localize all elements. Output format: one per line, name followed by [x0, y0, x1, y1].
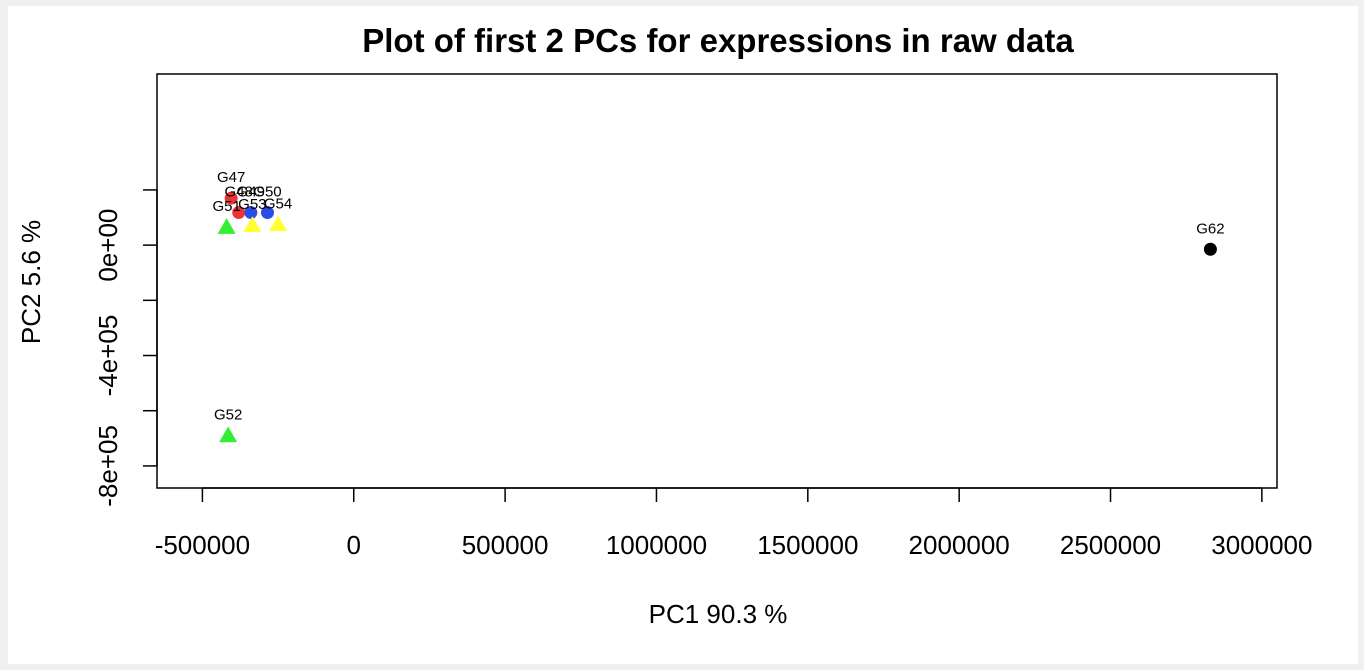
data-point	[244, 206, 258, 220]
chart-title: Plot of first 2 PCs for expressions in r…	[362, 22, 1074, 59]
y-tick-label: 0e+00	[93, 209, 123, 282]
data-point-label: G62	[1196, 220, 1224, 237]
data-point	[219, 426, 238, 443]
x-tick-label: 1500000	[757, 530, 858, 560]
data-points	[217, 191, 1217, 443]
data-point	[224, 191, 238, 205]
plot-area	[156, 73, 1278, 489]
y-tick-label: -8e+05	[93, 425, 123, 507]
data-point-label: G51	[212, 198, 240, 215]
chart-frame	[8, 6, 1358, 664]
data-point	[260, 206, 274, 220]
data-point-label: G52	[214, 407, 242, 424]
x-tick-label: -500000	[155, 530, 250, 560]
data-point-label: G49	[237, 184, 265, 201]
x-tick-label: 0	[347, 530, 361, 560]
y-axis-label: PC2 5.6 %	[16, 220, 46, 344]
data-point	[243, 216, 262, 232]
x-axis-label: PC1 90.3 %	[649, 599, 788, 629]
data-point-label: G47	[217, 169, 245, 186]
data-point-label: G50	[253, 184, 281, 201]
x-axis: -500000 0 500000 1000000 1500000 2000000 25000…	[155, 487, 1312, 560]
data-point	[269, 215, 288, 232]
x-tick-label: 2500000	[1060, 530, 1161, 560]
y-tick-label: -4e+05	[93, 315, 123, 397]
data-point-label: G54	[264, 195, 292, 212]
data-point-label: G53	[238, 196, 266, 213]
y-axis: -8e+05 -4e+05 0e+00	[93, 189, 158, 507]
x-tick-label: 1000000	[606, 530, 707, 560]
x-tick-label: 2000000	[909, 530, 1010, 560]
data-point	[232, 206, 246, 220]
data-point	[1203, 242, 1217, 256]
data-point	[217, 218, 236, 234]
data-point-label: G48	[225, 184, 253, 201]
x-tick-label: 500000	[462, 530, 549, 560]
x-tick-label: 3000000	[1211, 530, 1312, 560]
